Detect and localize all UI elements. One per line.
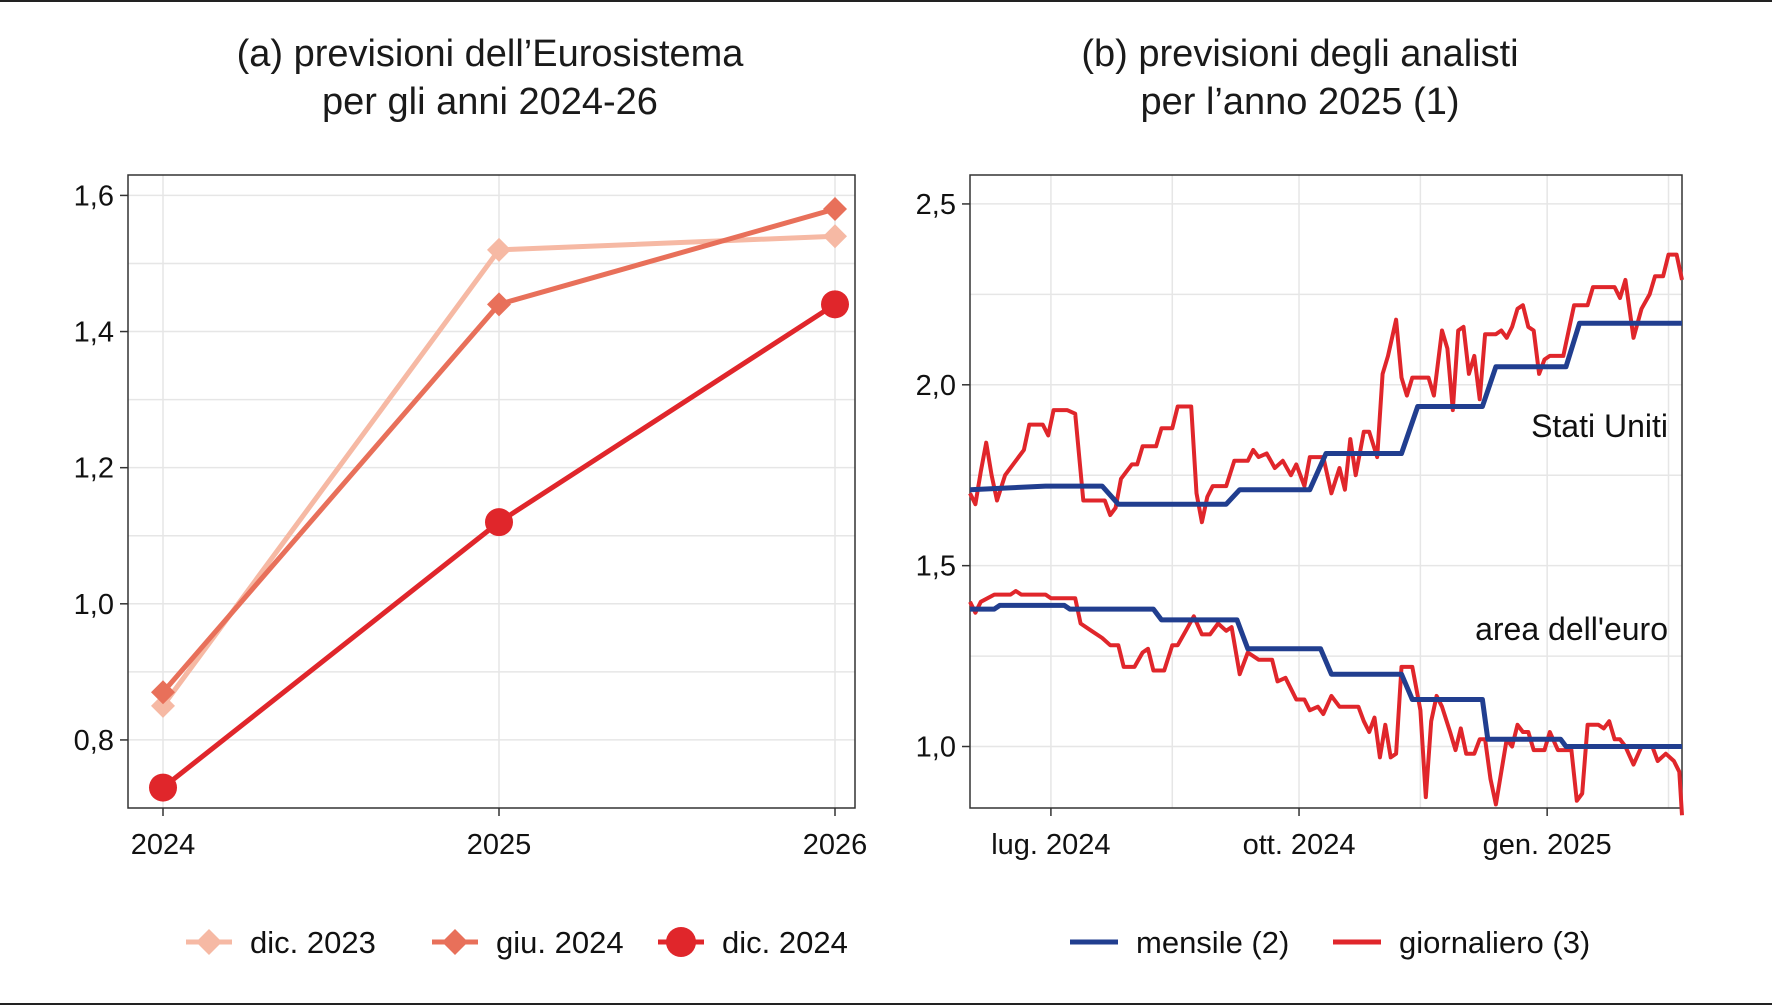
- series-line-mensile: [969, 320, 1682, 507]
- panel-b-title-line2: per l’anno 2025 (1): [1140, 81, 1460, 123]
- x-tick-label: 2025: [467, 829, 532, 861]
- plot-frame: [969, 174, 1683, 809]
- panel-b-chart: 1,0 1,5 2,0 2,5 lug. 2024 ott. 2024 gen. 2025 S…: [916, 174, 1684, 861]
- x-tick-label: gen. 2025: [1483, 829, 1612, 861]
- data-point-diamond: [823, 197, 847, 222]
- panel-a-title: (a) previsioni dell’Eurosistema per gli …: [150, 30, 830, 126]
- x-tick-label: lug. 2024: [991, 829, 1110, 861]
- y-tick-label: 1,6: [74, 180, 114, 212]
- panel-b-title-line1: (b) previsioni degli analisti: [1081, 33, 1519, 75]
- panel-a-chart: 0,8 1,0 1,2 1,4 1,6 2024 2025 2026: [74, 174, 868, 861]
- y-tick-label: 1,4: [74, 317, 114, 349]
- bottom-rule: [0, 1003, 1772, 1005]
- data-point-diamond: [823, 224, 847, 249]
- legend-label: giu. 2024: [496, 925, 624, 960]
- legend-label: dic. 2024: [722, 925, 848, 960]
- y-tick-label: 2,0: [916, 370, 956, 402]
- data-point-diamond: [151, 680, 175, 705]
- x-tick-label: 2026: [803, 829, 868, 861]
- data-point-diamond: [487, 237, 511, 262]
- y-tick-label: 1,5: [916, 551, 956, 583]
- y-tick-label: 0,8: [74, 725, 114, 757]
- data-point-diamond: [487, 292, 511, 317]
- legend-marker-diamond: [442, 929, 468, 955]
- legend-label: dic. 2023: [250, 925, 376, 960]
- series-line-giornaliero: [968, 252, 1684, 525]
- data-point-circle: [821, 290, 849, 319]
- y-tick-label: 2,5: [916, 189, 956, 221]
- panel-b-legend: mensile (2) giornaliero (3): [1070, 925, 1590, 960]
- y-tick-label: 1,2: [74, 453, 114, 485]
- panel-a-legend: dic. 2023 giu. 2024 dic. 2024: [186, 925, 848, 960]
- annotation-area-euro: area dell'euro: [1475, 611, 1668, 647]
- legend-label: mensile (2): [1136, 925, 1289, 960]
- x-tick-label: 2024: [131, 829, 196, 861]
- data-point-circle: [149, 773, 177, 802]
- plot-frame: [127, 174, 856, 809]
- series-line-giornaliero: [968, 589, 1684, 816]
- panel-a-title-line2: per gli anni 2024-26: [322, 81, 658, 123]
- annotation-stati-uniti: Stati Uniti: [1531, 408, 1668, 444]
- top-rule: [0, 0, 1772, 2]
- panel-a-title-line1: (a) previsioni dell’Eurosistema: [236, 33, 744, 75]
- legend-label: giornaliero (3): [1399, 925, 1590, 960]
- x-tick-label: ott. 2024: [1243, 829, 1356, 861]
- data-point-circle: [485, 508, 513, 537]
- y-tick-label: 1,0: [74, 589, 114, 621]
- data-point-diamond: [151, 693, 175, 718]
- panel-b-title: (b) previsioni degli analisti per l’anno…: [960, 30, 1640, 126]
- series-line-mensile: [970, 602, 1682, 749]
- legend-marker-diamond: [196, 929, 222, 955]
- y-tick-label: 1,0: [916, 732, 956, 764]
- legend-marker-circle: [666, 927, 696, 957]
